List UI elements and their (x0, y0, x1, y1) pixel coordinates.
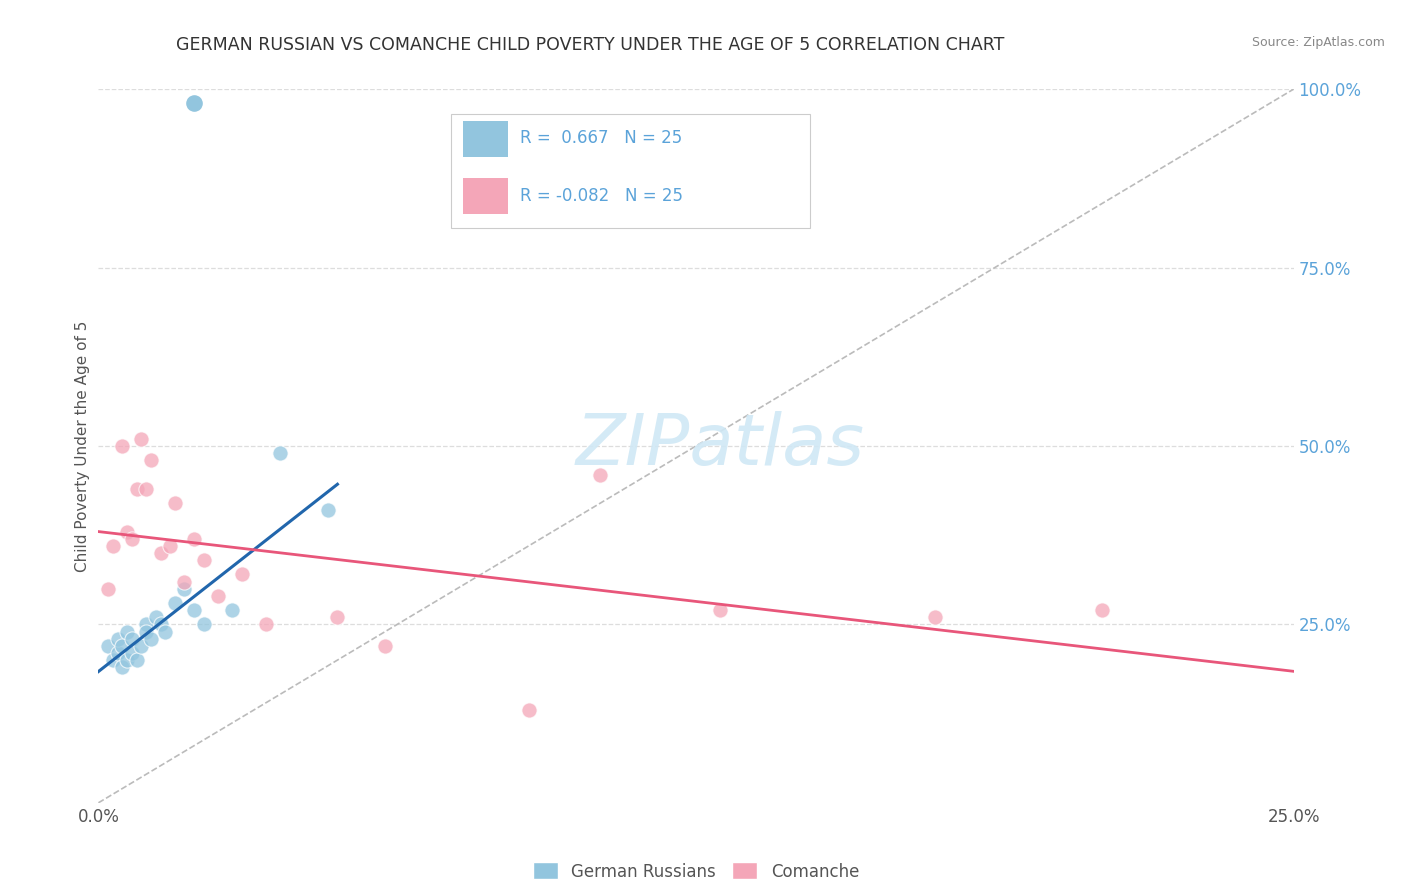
Point (163, 596, 186, 610)
Point (470, 96, 492, 111)
Point (139, 453, 162, 467)
Point (183, 603, 205, 617)
Point (1091, 603, 1114, 617)
Point (111, 660, 134, 674)
Point (269, 446, 291, 460)
Point (131, 432, 153, 446)
Legend: German Russians, Comanche: German Russians, Comanche (526, 855, 866, 888)
Text: GERMAN RUSSIAN VS COMANCHE CHILD POVERTY UNDER THE AGE OF 5 CORRELATION CHART: GERMAN RUSSIAN VS COMANCHE CHILD POVERTY… (176, 36, 1005, 54)
Point (183, 532, 205, 546)
Point (316, 503, 339, 517)
Point (517, 703, 540, 717)
Point (709, 603, 731, 617)
Point (149, 617, 172, 632)
Point (115, 624, 138, 639)
Y-axis label: Child Poverty Under the Age of 5: Child Poverty Under the Age of 5 (75, 320, 90, 572)
Point (589, 467, 612, 482)
Point (111, 439, 134, 453)
FancyBboxPatch shape (451, 114, 810, 228)
Text: ZIPatlas: ZIPatlas (575, 411, 865, 481)
Point (135, 624, 157, 639)
Point (115, 524, 138, 539)
Point (924, 610, 946, 624)
Point (193, 553, 215, 567)
Point (193, 617, 215, 632)
Point (101, 653, 124, 667)
Point (221, 603, 243, 617)
Point (207, 589, 229, 603)
Point (107, 632, 129, 646)
Point (149, 546, 172, 560)
Text: R =  0.667   N = 25: R = 0.667 N = 25 (520, 128, 682, 146)
FancyBboxPatch shape (463, 178, 509, 214)
Point (97, 582, 120, 596)
Point (145, 610, 167, 624)
Point (101, 539, 124, 553)
Point (135, 482, 157, 496)
Point (139, 632, 162, 646)
Point (121, 632, 143, 646)
Point (159, 539, 181, 553)
FancyBboxPatch shape (463, 121, 509, 157)
Point (97, 639, 120, 653)
Point (254, 617, 277, 632)
Point (121, 532, 143, 546)
Text: R = -0.082   N = 25: R = -0.082 N = 25 (520, 187, 683, 205)
Point (173, 574, 195, 589)
Point (125, 653, 148, 667)
Point (231, 567, 253, 582)
Text: Source: ZipAtlas.com: Source: ZipAtlas.com (1251, 36, 1385, 49)
Point (135, 617, 157, 632)
Point (155, 624, 177, 639)
Point (125, 482, 148, 496)
Point (107, 646, 129, 660)
Point (111, 639, 134, 653)
Point (131, 639, 153, 653)
Point (121, 646, 143, 660)
Point (115, 653, 138, 667)
Point (326, 610, 349, 624)
Point (163, 496, 186, 510)
Point (173, 582, 195, 596)
Point (374, 639, 396, 653)
